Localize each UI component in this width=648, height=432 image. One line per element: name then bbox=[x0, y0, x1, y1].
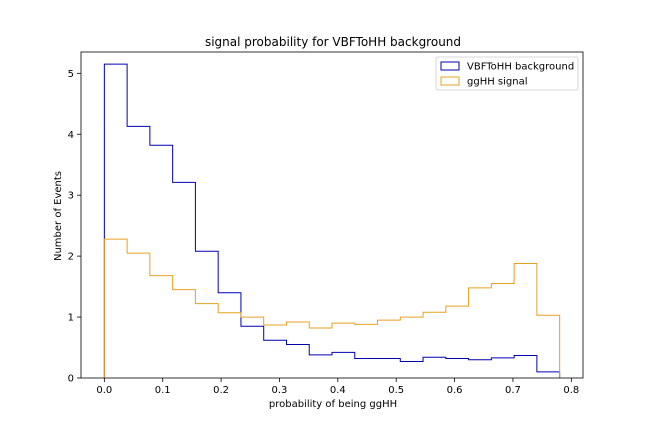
legend-entry: VBFToHH background bbox=[467, 62, 574, 73]
y-tick-label: 3 bbox=[68, 191, 74, 202]
y-tick-label: 5 bbox=[68, 69, 74, 80]
x-tick-label: 0.6 bbox=[447, 385, 463, 396]
x-tick-label: 0.8 bbox=[563, 385, 579, 396]
series-line-1 bbox=[103, 63, 561, 378]
y-tick-label: 1 bbox=[68, 313, 74, 324]
chart-title: signal probability for VBFToHH backgroun… bbox=[205, 35, 461, 49]
x-tick-label: 0.2 bbox=[213, 385, 229, 396]
x-tick-label: 0.1 bbox=[155, 385, 171, 396]
x-tick-label: 0.5 bbox=[388, 385, 404, 396]
axes-frame bbox=[80, 51, 584, 379]
x-axis-label: probability of being ggHH bbox=[269, 399, 397, 410]
legend-swatch bbox=[440, 61, 460, 71]
x-tick-label: 0.0 bbox=[96, 385, 112, 396]
y-tick-label: 0 bbox=[68, 374, 74, 385]
x-tick-label: 0.3 bbox=[272, 385, 288, 396]
legend: VBFToHH background ggHH signal bbox=[435, 56, 579, 91]
legend-entry: ggHH signal bbox=[467, 77, 528, 88]
y-tick-label: 4 bbox=[68, 130, 74, 141]
y-tick-label: 2 bbox=[68, 252, 74, 263]
x-tick-label: 0.7 bbox=[505, 385, 521, 396]
x-tick-label: 0.4 bbox=[330, 385, 346, 396]
legend-box bbox=[435, 56, 579, 91]
plot-area: 0.0 0.1 0.2 0.3 0.4 0.5 0.6 0.7 0.8 0 1 2 3 4 5 VBFToHH… bbox=[68, 51, 584, 396]
series-line-2 bbox=[103, 238, 561, 378]
legend-swatch bbox=[440, 76, 460, 86]
y-axis-label: Number of Events bbox=[53, 171, 64, 261]
